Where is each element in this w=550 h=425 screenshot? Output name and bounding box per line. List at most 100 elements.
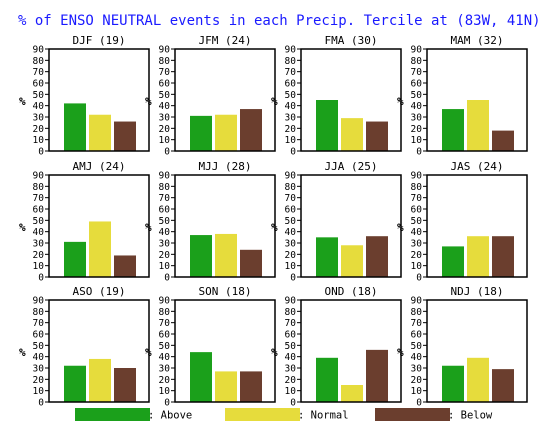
y-tick-label: 50 (411, 341, 423, 352)
y-tick-label: 20 (285, 250, 297, 261)
legend-swatch-below (375, 408, 450, 421)
y-axis-label: % (397, 346, 404, 359)
y-tick-label: 90 (33, 45, 45, 56)
y-tick-label: 40 (285, 101, 297, 112)
bar-normal (467, 357, 489, 402)
y-tick-label: 50 (33, 90, 45, 101)
panel-title: AMJ (24) (73, 160, 126, 173)
y-tick-label: 60 (159, 205, 171, 216)
panel-title: SON (18) (199, 285, 252, 298)
panel-frame (174, 48, 276, 152)
y-tick-label: 90 (159, 296, 171, 307)
y-tick-label: 50 (411, 216, 423, 227)
y-tick-label: 90 (159, 171, 171, 182)
legend: : Above: Normal: Below (75, 408, 493, 422)
y-tick-label: 10 (33, 261, 45, 272)
panel-frame (48, 174, 150, 278)
y-tick-label: 10 (411, 386, 423, 397)
panel-title: JAS (24) (451, 160, 504, 173)
y-tick-label: 60 (33, 79, 45, 90)
bar-below (240, 371, 262, 402)
bar-below (114, 121, 136, 151)
y-tick-label: 20 (159, 250, 171, 261)
y-tick-label: 60 (285, 205, 297, 216)
y-tick-label: 70 (159, 67, 171, 78)
bar-below (492, 369, 514, 402)
y-tick-label: 30 (33, 239, 45, 250)
y-tick-label: 60 (411, 79, 423, 90)
y-tick-label: 20 (159, 124, 171, 135)
y-tick-label: 10 (33, 135, 45, 146)
y-tick-label: 70 (159, 193, 171, 204)
y-tick-label: 0 (290, 398, 296, 409)
y-tick-label: 0 (38, 273, 44, 284)
y-tick-label: 90 (33, 171, 45, 182)
y-tick-label: 90 (159, 45, 171, 56)
y-tick-label: 10 (159, 386, 171, 397)
y-tick-label: 10 (411, 261, 423, 272)
y-tick-label: 80 (411, 56, 423, 67)
bar-above (316, 357, 338, 402)
y-tick-label: 80 (33, 56, 45, 67)
y-axis-label: % (19, 221, 26, 234)
y-tick-label: 30 (33, 364, 45, 375)
legend-label-normal: : Normal (298, 410, 349, 422)
legend-swatch-normal (225, 408, 300, 421)
y-tick-label: 60 (411, 330, 423, 341)
y-axis-label: % (145, 346, 152, 359)
y-tick-label: 60 (411, 205, 423, 216)
y-tick-label: 40 (411, 352, 423, 363)
y-tick-label: 10 (159, 261, 171, 272)
y-tick-label: 50 (285, 90, 297, 101)
y-axis-label: % (145, 221, 152, 234)
y-tick-label: 90 (33, 296, 45, 307)
y-tick-label: 0 (416, 147, 422, 158)
y-tick-label: 10 (33, 386, 45, 397)
y-tick-label: 30 (159, 364, 171, 375)
panel-frame (300, 48, 402, 152)
y-tick-label: 0 (164, 147, 170, 158)
y-tick-label: 50 (285, 216, 297, 227)
bar-above (442, 365, 464, 402)
y-tick-label: 80 (285, 56, 297, 67)
y-tick-label: 30 (159, 113, 171, 124)
bar-below (492, 130, 514, 151)
y-tick-label: 40 (159, 227, 171, 238)
y-tick-label: 90 (285, 296, 297, 307)
y-tick-label: 70 (159, 318, 171, 329)
y-tick-label: 50 (411, 90, 423, 101)
bar-normal (341, 385, 363, 402)
panel-title: ASO (19) (73, 285, 126, 298)
panel-title: OND (18) (325, 285, 378, 298)
y-tick-label: 50 (159, 90, 171, 101)
y-tick-label: 60 (33, 330, 45, 341)
bar-above (190, 235, 212, 277)
panel-title: JJA (25) (325, 160, 378, 173)
y-tick-label: 20 (411, 250, 423, 261)
y-tick-label: 0 (164, 273, 170, 284)
bar-above (316, 100, 338, 151)
bar-below (114, 368, 136, 402)
legend-label-below: : Below (448, 410, 493, 422)
y-tick-label: 0 (416, 398, 422, 409)
y-tick-label: 10 (411, 135, 423, 146)
y-tick-label: 90 (411, 171, 423, 182)
figure-title: % of ENSO NEUTRAL events in each Precip.… (18, 13, 541, 29)
y-tick-label: 40 (33, 101, 45, 112)
bar-above (442, 246, 464, 277)
y-axis-label: % (19, 346, 26, 359)
y-tick-label: 70 (33, 318, 45, 329)
y-tick-label: 70 (411, 67, 423, 78)
bar-below (366, 121, 388, 151)
y-tick-label: 50 (33, 341, 45, 352)
y-tick-label: 20 (33, 375, 45, 386)
y-tick-label: 70 (33, 67, 45, 78)
bar-normal (215, 371, 237, 402)
